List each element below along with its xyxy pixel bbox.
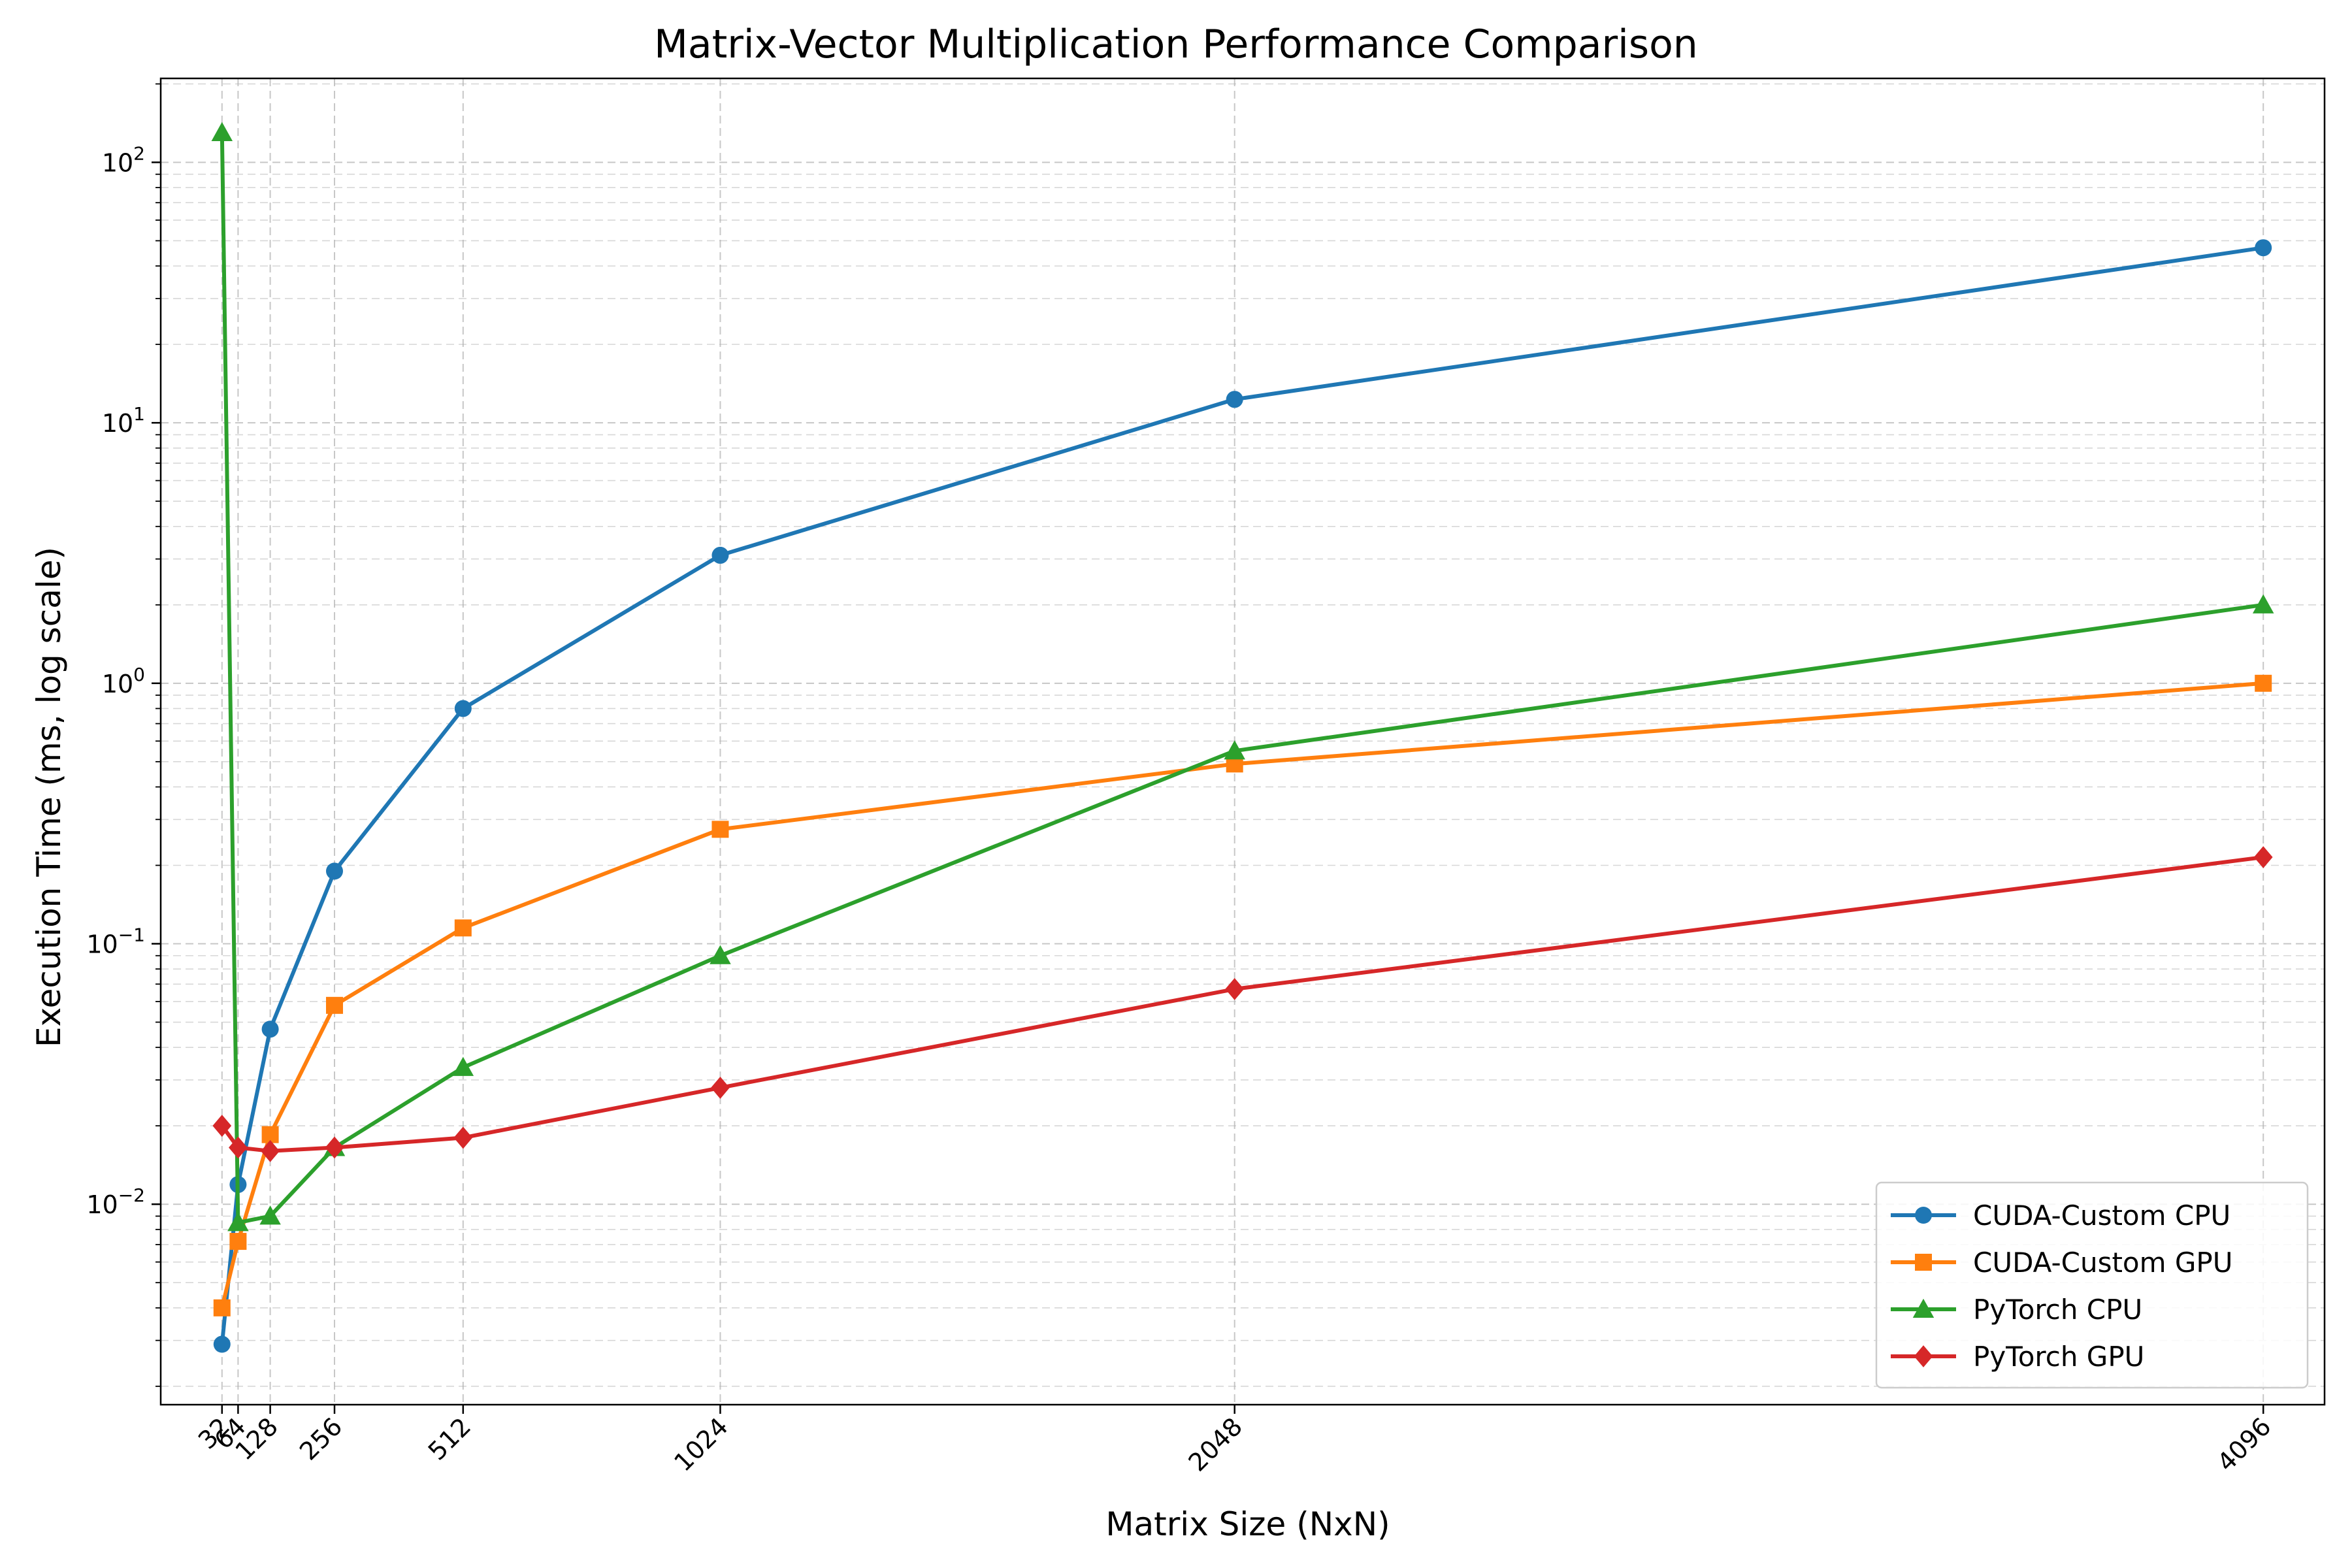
series-cuda-custom-cpu xyxy=(213,239,2272,1353)
data-point-cuda-custom-gpu xyxy=(326,996,344,1014)
legend: CUDA-Custom CPU CUDA-Custom GPU PyTorch CP… xyxy=(1875,1181,2309,1389)
y-axis-label: Execution Time (ms, log scale) xyxy=(30,547,68,1047)
data-point-pytorch-cpu xyxy=(452,1056,474,1076)
data-point-pytorch-cpu xyxy=(1224,740,1245,760)
data-point-pytorch-cpu xyxy=(211,122,233,142)
legend-marker-pytorch-cpu xyxy=(1912,1298,1935,1318)
data-point-pytorch-gpu xyxy=(1225,977,1245,1000)
legend-label-pytorch-cpu: PyTorch CPU xyxy=(1973,1294,2142,1326)
legend-label-cuda-custom-gpu: CUDA-Custom GPU xyxy=(1973,1247,2233,1279)
data-point-cuda-custom-gpu xyxy=(213,1299,231,1316)
data-point-pytorch-gpu xyxy=(212,1115,232,1137)
legend-marker-pytorch-gpu xyxy=(1914,1345,1933,1367)
data-point-cuda-custom-cpu xyxy=(213,1335,231,1353)
y-tick-label: 10−2 xyxy=(86,1184,145,1219)
legend-marker-cuda-custom-cpu xyxy=(1915,1207,1932,1224)
data-point-cuda-custom-cpu xyxy=(261,1021,279,1038)
data-point-pytorch-cpu xyxy=(710,945,731,964)
legend-label-cuda-custom-cpu: CUDA-Custom CPU xyxy=(1973,1200,2230,1232)
y-tick-label: 102 xyxy=(102,142,145,177)
data-point-pytorch-gpu xyxy=(453,1126,473,1149)
y-tick-label: 100 xyxy=(102,664,145,698)
y-tick-label: 101 xyxy=(102,403,145,438)
data-point-cuda-custom-cpu xyxy=(326,862,344,880)
chart-title: Matrix-Vector Multiplication Performance… xyxy=(654,22,1698,67)
legend-box xyxy=(1875,1181,2309,1389)
data-point-pytorch-gpu xyxy=(711,1077,730,1099)
x-axis-label: Matrix Size (NxN) xyxy=(1105,1505,1390,1543)
series-line-pytorch-cpu xyxy=(220,132,2264,1225)
data-point-pytorch-cpu xyxy=(259,1205,281,1225)
data-point-cuda-custom-cpu xyxy=(454,700,472,717)
series-lines xyxy=(211,122,2274,1353)
data-point-cuda-custom-cpu xyxy=(2255,239,2272,257)
data-point-pytorch-cpu xyxy=(227,1212,249,1232)
data-point-pytorch-gpu xyxy=(261,1139,280,1162)
data-point-pytorch-gpu xyxy=(2253,846,2273,868)
legend-label-pytorch-gpu: PyTorch GPU xyxy=(1973,1341,2144,1373)
data-point-pytorch-gpu xyxy=(229,1136,248,1159)
data-point-cuda-custom-gpu xyxy=(711,821,729,838)
data-point-pytorch-gpu xyxy=(325,1136,344,1159)
series-pytorch-gpu xyxy=(212,846,2273,1162)
data-point-cuda-custom-gpu xyxy=(2255,674,2272,692)
y-tick-label: 10−1 xyxy=(86,924,145,959)
data-point-cuda-custom-cpu xyxy=(1226,391,1243,408)
data-point-cuda-custom-gpu xyxy=(229,1233,247,1250)
legend-marker-cuda-custom-gpu xyxy=(1915,1254,1932,1271)
data-point-cuda-custom-gpu xyxy=(454,919,472,937)
series-line-cuda-custom-cpu xyxy=(220,246,2264,1345)
data-point-pytorch-cpu xyxy=(2252,594,2274,613)
data-point-cuda-custom-cpu xyxy=(711,546,729,564)
